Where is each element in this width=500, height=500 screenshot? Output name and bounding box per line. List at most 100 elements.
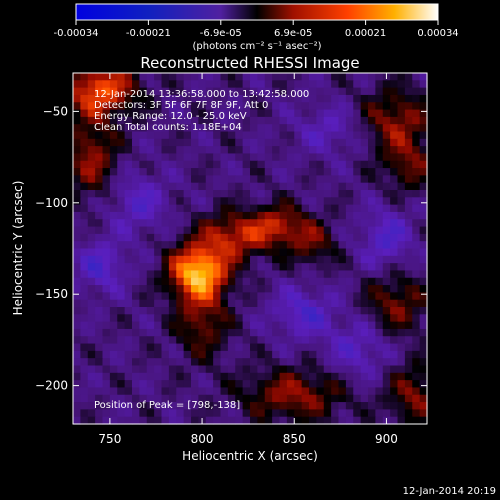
heatmap-cell	[264, 153, 273, 162]
heatmap-cell	[360, 241, 369, 250]
heatmap-cell	[368, 160, 376, 169]
heatmap-cell	[382, 131, 391, 140]
heatmap-cell	[412, 160, 421, 169]
heatmap-cell	[198, 277, 207, 286]
heatmap-cell	[154, 285, 163, 293]
heatmap-cell	[257, 146, 266, 155]
heatmap-cell	[279, 153, 288, 162]
heatmap-cell	[375, 226, 384, 235]
heatmap-cell	[205, 372, 214, 381]
heatmap-cell	[117, 94, 126, 103]
heatmap-cell	[176, 168, 185, 176]
heatmap-cell	[227, 131, 236, 140]
heatmap-cell	[323, 321, 332, 330]
heatmap-cell	[191, 87, 199, 96]
heatmap-cell	[338, 277, 347, 286]
heatmap-cell	[139, 277, 148, 286]
heatmap-cell	[338, 226, 347, 235]
heatmap-cell	[102, 233, 111, 242]
heatmap-cell	[205, 328, 214, 337]
heatmap-cell	[213, 402, 222, 410]
heatmap-cell	[87, 402, 96, 410]
heatmap-cell	[390, 138, 399, 147]
heatmap-cell	[301, 175, 310, 184]
heatmap-cell	[117, 219, 126, 228]
heatmap-cell	[286, 80, 295, 89]
heatmap-cell	[360, 168, 369, 176]
heatmap-cell	[412, 73, 421, 81]
heatmap-cell	[309, 299, 317, 308]
heatmap-cell	[161, 116, 170, 125]
heatmap-cell	[176, 416, 185, 425]
heatmap-cell	[102, 197, 111, 206]
heatmap-cell	[257, 190, 266, 198]
colorbar-tick-label: 0.00034	[417, 28, 458, 39]
heatmap-cell	[257, 343, 266, 352]
heatmap-cell	[331, 168, 340, 176]
heatmap-cell	[213, 146, 222, 155]
heatmap-cell	[279, 380, 288, 389]
heatmap-cell	[213, 190, 222, 198]
heatmap-cell	[168, 270, 177, 279]
heatmap-cell	[220, 131, 229, 140]
heatmap-cell	[176, 277, 185, 286]
heatmap-cell	[257, 138, 266, 147]
heatmap-cell	[360, 387, 369, 396]
heatmap-cell	[132, 416, 140, 425]
heatmap-cell	[139, 138, 148, 147]
heatmap-cell	[95, 211, 104, 220]
heatmap-cell	[161, 394, 170, 403]
heatmap-cell	[205, 394, 214, 403]
heatmap-cell	[360, 299, 369, 308]
heatmap-cell	[242, 380, 251, 389]
heatmap-cell	[132, 146, 140, 155]
heatmap-cell	[109, 160, 118, 169]
heatmap-cell	[301, 285, 310, 293]
heatmap-cell	[213, 102, 222, 111]
heatmap-cell	[205, 387, 214, 396]
heatmap-cell	[80, 146, 89, 155]
heatmap-cell	[132, 204, 140, 213]
heatmap-cell	[124, 314, 133, 323]
heatmap-cell	[353, 102, 362, 111]
heatmap-cell	[419, 358, 428, 367]
heatmap-cell	[353, 241, 362, 250]
heatmap-cell	[294, 380, 303, 389]
heatmap-cell	[316, 94, 325, 103]
heatmap-cell	[227, 358, 236, 367]
heatmap-cell	[161, 87, 170, 96]
heatmap-cell	[176, 204, 185, 213]
heatmap-cell	[331, 233, 340, 242]
heatmap-cell	[331, 226, 340, 235]
heatmap-cell	[390, 94, 399, 103]
heatmap-cell	[198, 409, 207, 418]
heatmap-cell	[353, 153, 362, 162]
footer-timestamp: 12-Jan-2014 20:19	[403, 486, 496, 497]
heatmap-cell	[146, 87, 155, 96]
heatmap-cell	[191, 204, 199, 213]
heatmap-cell	[382, 146, 391, 155]
heatmap-cell	[161, 314, 170, 323]
heatmap-cell	[301, 124, 310, 133]
heatmap-cell	[264, 394, 273, 403]
heatmap-cell	[198, 372, 207, 381]
heatmap-cell	[242, 416, 251, 425]
heatmap-cell	[124, 299, 133, 308]
heatmap-cell	[139, 263, 148, 272]
heatmap-cell	[117, 116, 126, 125]
heatmap-cell	[294, 241, 303, 250]
heatmap-cell	[250, 204, 258, 213]
heatmap-cell	[419, 73, 428, 81]
heatmap-cell	[257, 153, 266, 162]
heatmap-cell	[404, 138, 413, 147]
heatmap-cell	[412, 80, 421, 89]
heatmap-cell	[309, 102, 317, 111]
heatmap-cell	[176, 146, 185, 155]
heatmap-cell	[73, 277, 81, 286]
heatmap-cell	[360, 248, 369, 257]
heatmap-cell	[272, 321, 281, 330]
heatmap-cell	[397, 131, 406, 140]
heatmap-cell	[146, 226, 155, 235]
heatmap-cell	[294, 168, 303, 176]
heatmap-cell	[412, 94, 421, 103]
